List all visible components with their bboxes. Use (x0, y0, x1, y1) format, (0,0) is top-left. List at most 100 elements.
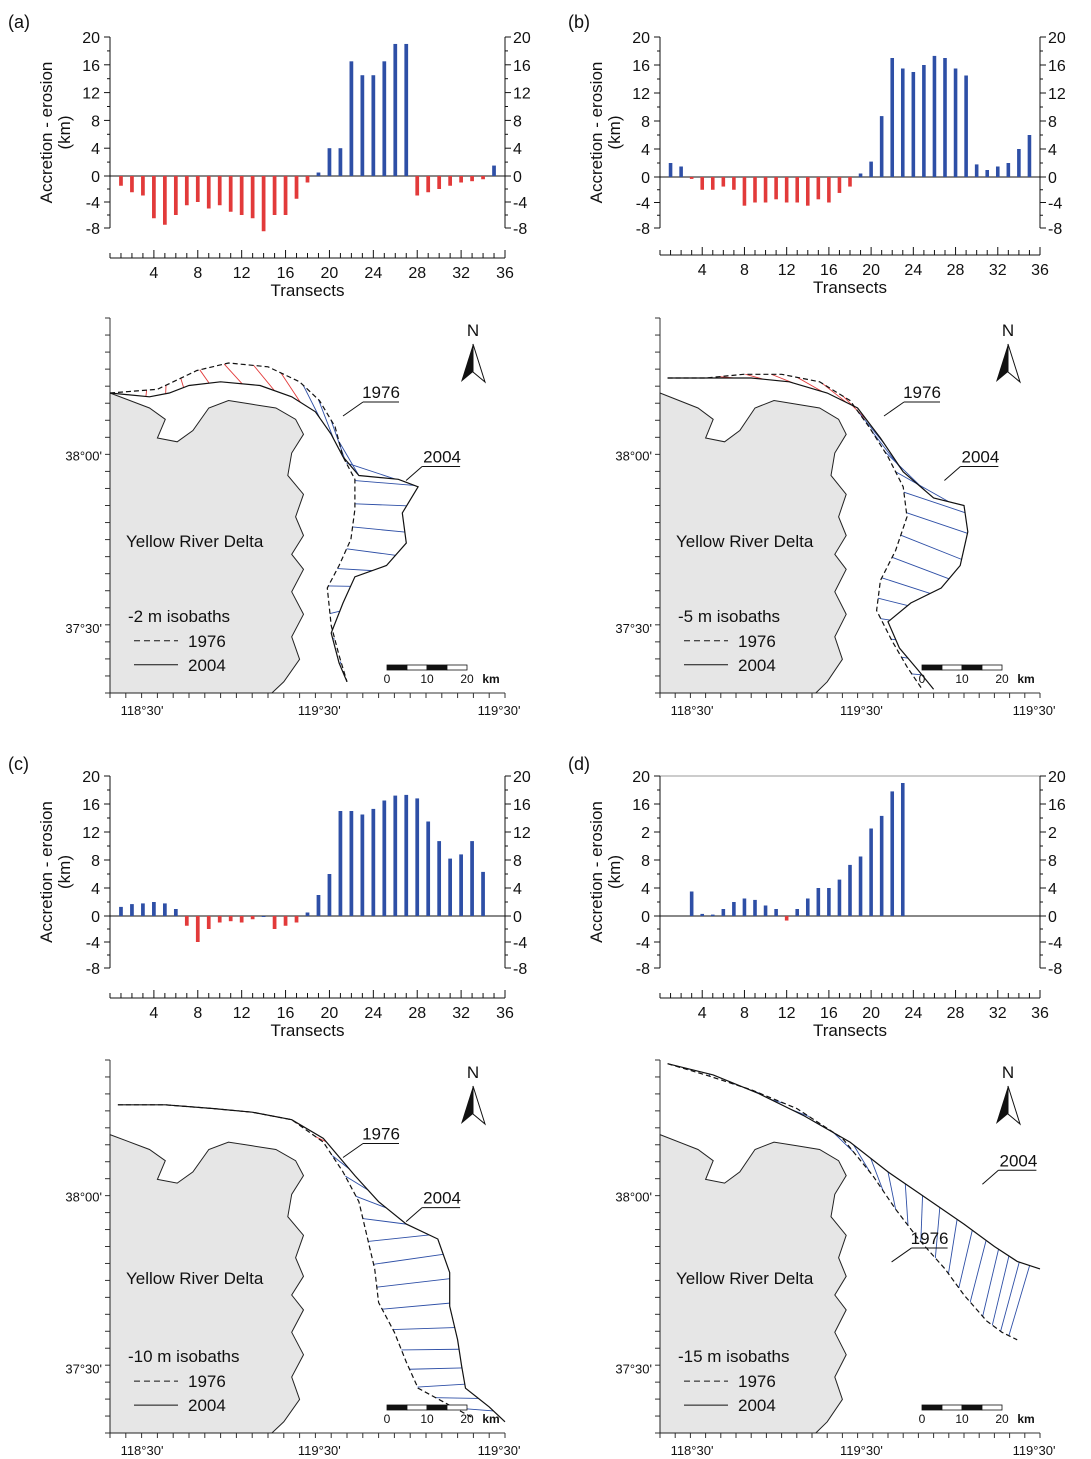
y-axis-title: Accretion - erosion (37, 62, 56, 204)
transect-line (911, 673, 922, 676)
panel-label: (c) (8, 754, 29, 774)
chart-1: (a) -8 -8 -4 -4 0 0 4 4 8 8 12 12 16 16 20 20 Accretion -… (8, 12, 531, 300)
bar (327, 874, 332, 916)
x-tick-label: 28 (408, 265, 426, 282)
x-tick-label: 28 (947, 1005, 965, 1022)
label-1976: 1976 (362, 1125, 400, 1144)
bar (827, 177, 831, 203)
bar (837, 177, 842, 193)
y-tick-label: 16 (632, 58, 650, 75)
bar (732, 177, 736, 190)
panel-label: (d) (568, 754, 590, 774)
bar (283, 916, 288, 926)
north-arrow-label: N (1002, 1063, 1014, 1082)
bar (141, 176, 145, 196)
bar (763, 177, 768, 203)
isobath-2004-line (117, 1104, 506, 1423)
x-axis-title: Transects (270, 281, 344, 300)
y-axis-title: (km) (55, 855, 74, 889)
bar (393, 43, 398, 177)
label-1976: 1976 (911, 1229, 949, 1248)
bar (382, 61, 387, 177)
transect-line (958, 1230, 973, 1288)
x-tick-label: 36 (496, 265, 514, 282)
bar (795, 909, 800, 916)
bar (305, 176, 310, 183)
transect-line (934, 1207, 941, 1259)
y-tick-label: -4 (513, 935, 527, 952)
isobath-1976-line (109, 362, 356, 682)
lat-label: 38°00' (615, 1190, 652, 1205)
bar (217, 176, 222, 206)
delta-label: Yellow River Delta (676, 532, 814, 551)
bar (162, 176, 167, 225)
label-2004-leader (405, 466, 423, 481)
lat-label: 38°00' (615, 449, 652, 464)
transect-line (991, 1255, 1010, 1326)
north-arrow-label: N (467, 1063, 479, 1082)
y-tick-label: -4 (86, 195, 100, 212)
x-tick-label: 4 (698, 262, 707, 279)
y-tick-label: 16 (82, 797, 100, 814)
bar (922, 65, 926, 177)
y-tick-label: -8 (513, 961, 527, 978)
bar (689, 891, 694, 916)
scale-bar-segment (386, 1404, 408, 1411)
scale-bar-segment (446, 1404, 468, 1411)
bar (173, 176, 178, 215)
bar (784, 177, 789, 203)
delta-label: Yellow River Delta (676, 1269, 814, 1288)
x-axis-title: Transects (813, 278, 887, 297)
bar (239, 916, 244, 923)
scale-label: 20 (460, 672, 474, 686)
x-tick-label: 12 (778, 262, 796, 279)
y-tick-label: 12 (82, 86, 100, 103)
label-2004: 2004 (999, 1151, 1037, 1170)
bar (805, 177, 810, 206)
bar (130, 176, 134, 193)
label-2004: 2004 (961, 448, 999, 467)
scale-label: 0 (384, 672, 391, 686)
north-arrow-icon (1007, 1085, 1021, 1126)
lon-label: 119°30' (840, 703, 883, 718)
bar (700, 177, 705, 190)
bar (848, 177, 852, 187)
y-tick-label: -8 (86, 221, 100, 238)
transect-line (302, 384, 321, 419)
transect-line (331, 1155, 350, 1170)
x-tick-label: 24 (904, 1005, 922, 1022)
bar (349, 811, 354, 916)
scale-label: 10 (955, 672, 969, 686)
x-tick-label: 4 (149, 265, 158, 282)
transect-line (878, 597, 908, 606)
scale-label: 20 (995, 1412, 1009, 1426)
bar (964, 75, 968, 177)
scale-bar-segment (446, 664, 468, 671)
bar (753, 177, 757, 203)
bar (470, 841, 474, 916)
x-tick-label: 36 (496, 1005, 514, 1022)
scale-bar-segment (961, 664, 983, 671)
bar (721, 909, 726, 916)
y-tick-label: -4 (1048, 935, 1062, 952)
x-tick-label: 36 (1031, 1005, 1049, 1022)
bar (837, 879, 842, 916)
x-axis-title: Transects (813, 1021, 887, 1040)
north-arrow-label: N (1002, 321, 1014, 340)
label-1976: 1976 (362, 383, 400, 402)
north-arrow-icon (996, 1086, 1008, 1124)
bar (426, 821, 431, 916)
y-tick-label: 0 (641, 909, 650, 926)
legend-1976-label: 1976 (188, 1372, 226, 1391)
bar (382, 800, 387, 916)
bar (470, 176, 474, 182)
label-2004-leader (405, 1207, 423, 1222)
bar (668, 163, 673, 177)
transect-line (409, 1367, 462, 1370)
bar (974, 164, 979, 177)
x-tick-label: 32 (452, 1005, 470, 1022)
label-1976-leader (342, 401, 364, 417)
bar (206, 916, 211, 929)
lon-label: 119°30' (840, 1443, 883, 1458)
y-tick-label: 16 (513, 797, 531, 814)
